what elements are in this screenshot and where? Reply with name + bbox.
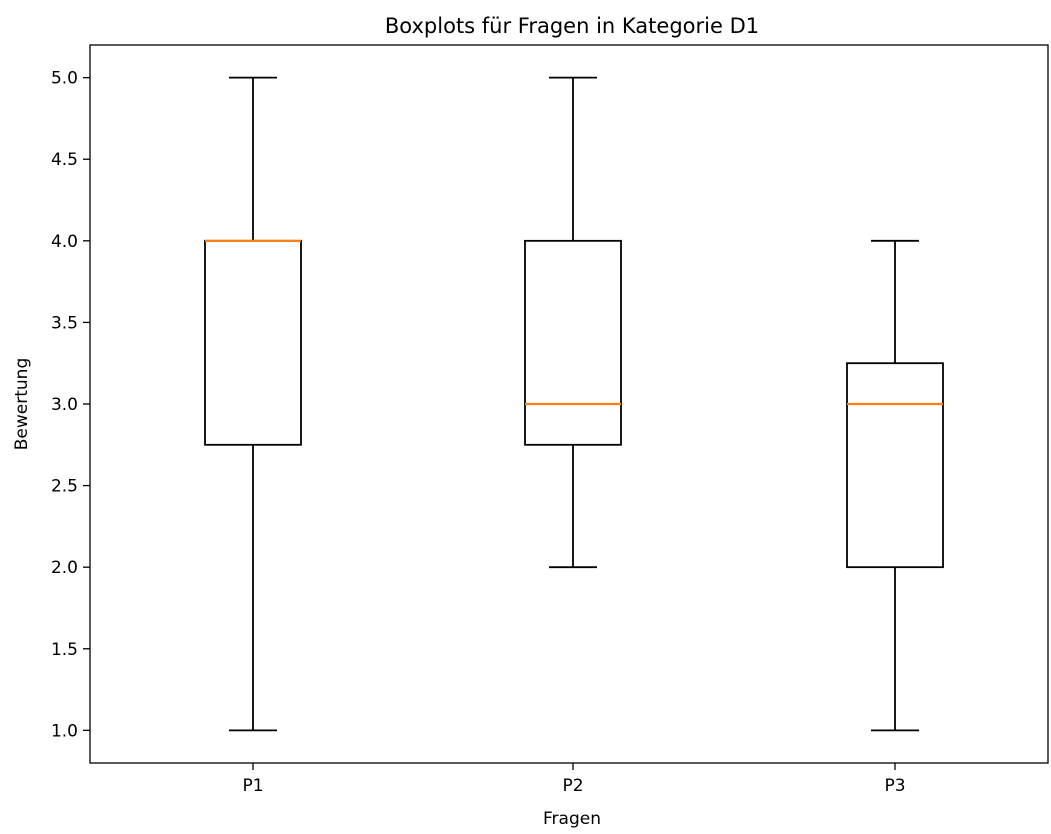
x-tick-label: P3 — [884, 776, 905, 796]
box-p1 — [204, 76, 302, 732]
y-tick-label: 1.0 — [51, 721, 78, 741]
iqr-box — [846, 362, 944, 569]
x-axis-label: Fragen — [543, 809, 601, 829]
x-axis: P1 P2 P3 — [242, 763, 906, 796]
chart-title: Boxplots für Fragen in Kategorie D1 — [385, 14, 759, 38]
y-tick-label: 4.5 — [51, 150, 78, 170]
boxes — [204, 76, 944, 732]
y-axis-label: Bewertung — [12, 358, 32, 450]
box-p3 — [846, 239, 944, 732]
y-tick-label: 3.0 — [51, 395, 78, 415]
y-tick-label: 2.5 — [51, 477, 78, 497]
y-tick-label: 1.5 — [51, 640, 78, 660]
y-tick-label: 3.5 — [51, 313, 78, 333]
y-tick-label: 5.0 — [51, 69, 78, 89]
box-p2 — [524, 76, 622, 569]
y-axis: 1.0 1.5 2.0 2.5 3.0 3.5 4.0 4.5 5.0 — [51, 69, 90, 741]
y-tick-label: 2.0 — [51, 558, 78, 578]
iqr-box — [524, 239, 622, 446]
x-tick-label: P1 — [242, 776, 263, 796]
y-tick-label: 4.0 — [51, 232, 78, 252]
iqr-box — [204, 239, 302, 446]
x-tick-label: P2 — [562, 776, 583, 796]
